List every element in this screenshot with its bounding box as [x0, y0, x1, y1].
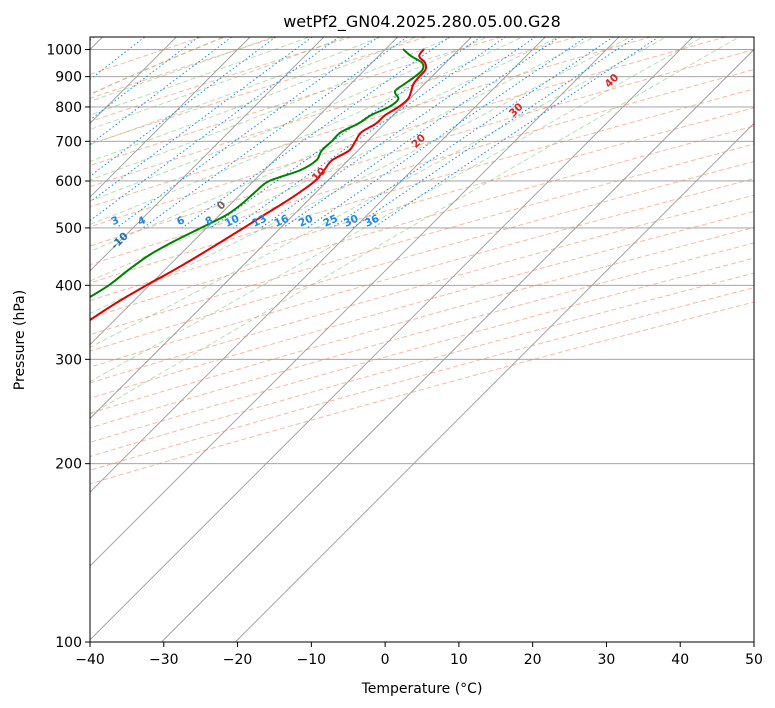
isotherms [90, 37, 754, 642]
dry-adiabat-line [90, 143, 754, 336]
isotherm-line [90, 37, 473, 420]
dry-adiabat-line [90, 287, 754, 471]
x-tick-label: 30 [598, 652, 616, 668]
mixing-ratio-line [233, 37, 507, 229]
y-tick-label: 700 [55, 134, 82, 150]
isotherm-line [90, 37, 694, 641]
temperature-profile-line [90, 48, 428, 322]
mixing-ratio-label: 16 [272, 213, 290, 230]
y-tick-label: 100 [55, 635, 82, 651]
dewpoint-profile-line [90, 48, 425, 299]
moist-adiabat-line [90, 37, 704, 383]
y-tick-label: 800 [55, 100, 82, 116]
moist-adiabat-line [90, 37, 383, 146]
dry-adiabat-line [90, 272, 754, 457]
isotherm-line [90, 37, 399, 346]
y-tick-label: 200 [55, 457, 82, 473]
y-axis: 100 200 300 400 500 600 700 800 900 1000 [46, 43, 90, 651]
dry-adiabat-line [90, 210, 754, 399]
dry-adiabat-line [90, 257, 754, 443]
mixing-ratio-line [306, 37, 588, 229]
chart-title: wetPf2_GN04.2025.280.05.00.G28 [283, 12, 561, 32]
x-tick-label: 10 [450, 652, 468, 668]
mixing-ratio-line [373, 37, 660, 229]
isotherm-line [90, 37, 325, 272]
moist-adiabat-line [90, 37, 418, 162]
mixing-ratio-line [210, 37, 482, 229]
mixing-ratio-label: 30 [342, 213, 360, 230]
dry-adiabat-line [90, 301, 754, 485]
mixing-ratio-label: 20 [297, 213, 315, 230]
moist-adiabat-line [90, 37, 560, 252]
mixing-ratio-label: 4 [136, 214, 148, 228]
x-tick-label: 0 [381, 652, 390, 668]
x-tick-label: 50 [745, 652, 763, 668]
x-tick-label: 40 [671, 652, 689, 668]
x-axis: −40 −30 −20 −10 0 10 20 30 40 50 [75, 642, 763, 668]
series-group [90, 48, 428, 322]
x-axis-label: Temperature (°C) [361, 681, 483, 697]
mixing-ratio-label: 10 [223, 213, 241, 230]
mixing-ratio-lines [90, 37, 660, 229]
y-tick-label: 500 [55, 221, 82, 237]
mixing-ratio-label: 25 [321, 213, 339, 230]
isotherm-line [234, 122, 754, 642]
x-tick-label: −40 [75, 652, 105, 668]
plot-frame [89, 36, 755, 643]
mixing-ratio-line [142, 37, 409, 229]
dry-adiabat-line [90, 226, 754, 414]
dry-adiabat-line [90, 178, 754, 368]
mixing-ratio-line [90, 37, 313, 203]
mixing-ratio-label: 6 [175, 214, 187, 228]
mixing-ratio-label: 36 [363, 213, 381, 230]
plot-area: -100-90-80-70-60-50-40-30-20-10 0.10.20.… [90, 37, 754, 642]
y-tick-label: 600 [55, 174, 82, 190]
dry-adiabat-line [90, 49, 754, 247]
dry-adiabat-line [90, 242, 754, 429]
y-tick-label: 400 [55, 278, 82, 294]
mixing-ratio-labels: 0.10.20.40.611.52346810131620253036 [109, 213, 381, 230]
mixing-ratio-label: 3 [109, 214, 121, 228]
y-tick-label: 1000 [46, 43, 82, 59]
isotherm-line [90, 37, 251, 198]
x-tick-label: −30 [149, 652, 179, 668]
y-tick-label: 300 [55, 352, 82, 368]
mixing-ratio-label: 8 [203, 214, 215, 228]
x-tick-label: 20 [524, 652, 542, 668]
y-axis-label: Pressure (hPa) [12, 290, 28, 390]
isobars [90, 49, 754, 642]
mixing-ratio-line [331, 37, 615, 229]
dry-adiabat-line [90, 107, 754, 302]
y-tick-label: 900 [55, 70, 82, 86]
moist-adiabat-line [90, 37, 347, 130]
isotherm-line [160, 48, 754, 642]
mixing-ratio-line [116, 37, 380, 229]
mixing-ratio-label: 13 [250, 213, 268, 230]
isotherm-line [90, 37, 620, 567]
mixing-ratio-line [90, 37, 340, 222]
x-tick-label: −20 [223, 652, 253, 668]
isotherm-line [90, 37, 546, 493]
x-tick-label: −10 [297, 652, 327, 668]
